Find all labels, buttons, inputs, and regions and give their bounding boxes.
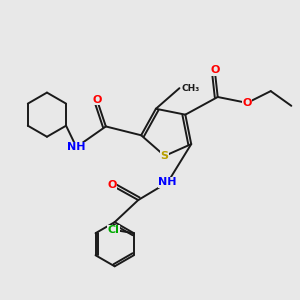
Text: O: O bbox=[242, 98, 252, 108]
Text: NH: NH bbox=[158, 177, 177, 188]
Text: O: O bbox=[92, 95, 102, 105]
Text: S: S bbox=[161, 151, 169, 161]
Text: O: O bbox=[210, 65, 220, 76]
Text: CH₃: CH₃ bbox=[182, 84, 200, 93]
Text: NH: NH bbox=[67, 142, 86, 152]
Text: O: O bbox=[107, 180, 116, 190]
Text: Cl: Cl bbox=[107, 225, 119, 235]
